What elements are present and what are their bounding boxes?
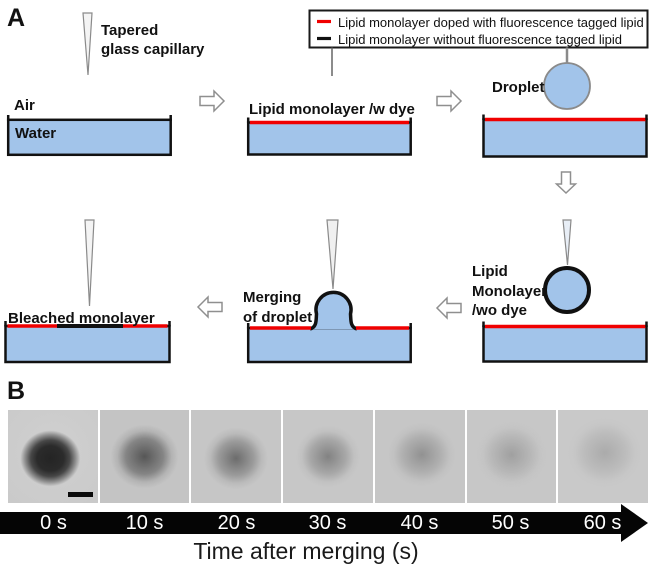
micrograph-frame-50s xyxy=(466,410,557,503)
merging-bump-fill xyxy=(310,292,357,329)
time-label-0s: 0 s xyxy=(40,512,67,534)
time-axis-arrowhead-icon xyxy=(621,504,648,542)
bleached-label: Bleached monolayer xyxy=(8,310,155,327)
trough-bleached xyxy=(4,324,171,364)
panel-a-label: A xyxy=(7,4,26,32)
coated-droplet-circle xyxy=(543,266,591,314)
trough-monolayer-dye xyxy=(246,121,412,156)
micrograph-strip xyxy=(8,410,649,503)
panel-a-diagram xyxy=(4,9,649,364)
time-label-50s: 50 s xyxy=(491,512,530,534)
legend-item-dyed: Lipid monolayer doped with fluorescence … xyxy=(338,15,644,30)
time-axis-bar xyxy=(0,512,622,534)
trough-monolayer-dye-3 xyxy=(482,325,648,363)
merging-label: Merging of droplet xyxy=(243,289,313,326)
tapered-capillary-icon xyxy=(562,219,572,266)
droplet-label: Droplet xyxy=(492,79,545,96)
merging-bump-outline xyxy=(309,290,358,331)
micrograph-frame-60s xyxy=(558,410,649,503)
micrograph-frame-10s xyxy=(99,410,190,503)
monolayer-without-dye-label: Lipid Monolayer /wo dye xyxy=(472,263,548,319)
droplet-circle xyxy=(543,62,591,110)
legend-box xyxy=(308,9,649,49)
micrograph-frame-30s xyxy=(283,410,373,503)
tapered-capillary-icon xyxy=(82,12,93,76)
legend-item-undyed: Lipid monolayer without fluorescence tag… xyxy=(338,32,623,47)
trough-monolayer-dye-2 xyxy=(482,118,648,158)
left-arrow-icon xyxy=(435,296,462,320)
micrograph-frame-40s xyxy=(374,410,465,503)
trough-merging xyxy=(246,326,412,364)
down-arrow-icon xyxy=(554,171,578,195)
time-label-30s: 30 s xyxy=(308,512,347,534)
tapered-capillary-icon xyxy=(84,219,95,307)
capillary-label: Tapered glass capillary xyxy=(101,22,205,58)
trough-air-water xyxy=(6,118,172,157)
micrograph-frame-20s xyxy=(191,410,282,503)
scale-bar xyxy=(68,492,93,497)
time-label-20s: 20 s xyxy=(217,512,256,534)
time-label-60s: 60 s xyxy=(583,512,622,534)
time-axis-label: Time after merging (s) xyxy=(193,538,419,564)
air-label: Air xyxy=(14,97,35,114)
time-label-10s: 10 s xyxy=(125,512,164,534)
left-arrow-icon xyxy=(196,295,223,319)
right-arrow-icon xyxy=(436,89,463,113)
time-label-40s: 40 s xyxy=(400,512,439,534)
right-arrow-icon xyxy=(199,89,226,113)
micrograph-frame-0s xyxy=(8,410,98,503)
monolayer-with-dye-label: Lipid monolayer /w dye xyxy=(249,101,415,118)
water-label: Water xyxy=(15,125,57,142)
panel-b-label: B xyxy=(7,377,26,405)
tapered-capillary-icon xyxy=(326,219,339,290)
